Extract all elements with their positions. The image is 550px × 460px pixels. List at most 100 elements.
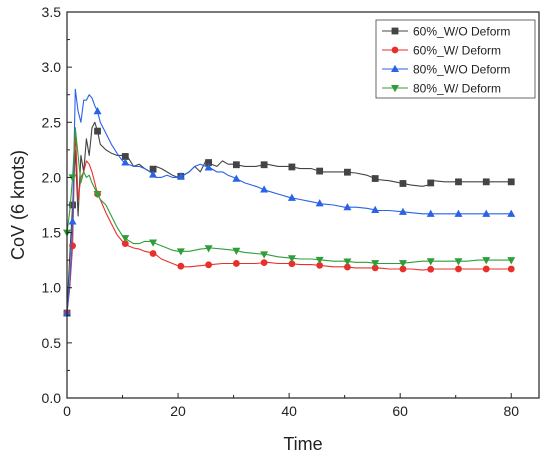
legend-label: 80%_W/O Deform xyxy=(413,63,510,77)
data-point-80pct-w-deform xyxy=(507,257,516,265)
data-point-80pct-w-o-deform xyxy=(121,158,130,166)
y-tick-label: 0.0 xyxy=(42,390,62,406)
data-point-80pct-w-o-deform xyxy=(93,107,102,115)
data-point-80pct-w-o-deform xyxy=(176,172,185,180)
legend-label: 60%_W/O Deform xyxy=(413,25,510,39)
data-point-60pct-w-o-deform xyxy=(482,178,490,186)
data-point-80pct-w-deform xyxy=(176,248,185,256)
legend-label: 80%_W/ Deform xyxy=(413,82,501,96)
legend-item-80pct-w-o-deform: 80%_W/O Deform xyxy=(382,63,510,77)
data-point-60pct-w-o-deform xyxy=(455,178,462,186)
data-point-80pct-w-deform xyxy=(398,260,407,268)
data-point-60pct-w-o-deform xyxy=(399,180,407,187)
data-point-60pct-w-deform xyxy=(455,265,462,273)
data-point-80pct-w-deform xyxy=(260,251,269,259)
data-point-80pct-w-o-deform xyxy=(482,209,491,217)
data-point-60pct-w-o-deform xyxy=(260,161,268,169)
data-point-80pct-w-deform xyxy=(204,245,213,253)
data-point-80pct-w-o-deform xyxy=(315,199,324,207)
x-tick-label: 0 xyxy=(63,403,71,419)
data-point-60pct-w-deform xyxy=(205,261,213,269)
legend-item-60pct-w-o-deform: 60%_W/O Deform xyxy=(382,25,510,39)
x-tick-label: 20 xyxy=(170,403,186,419)
data-point-60pct-w-deform xyxy=(371,264,379,272)
legend-marker xyxy=(391,46,399,54)
series-line-80pct-w-o-deform xyxy=(66,88,512,314)
y-tick-label: 2.0 xyxy=(42,169,62,185)
y-tick-label: 3.5 xyxy=(42,4,62,20)
legend: 60%_W/O Deform 60%_W/ Deform 80%_W/O Defor… xyxy=(375,19,536,99)
data-point-80pct-w-deform xyxy=(121,235,130,243)
legend-item-60pct-w-deform: 60%_W/ Deform xyxy=(382,44,501,58)
data-point-60pct-w-deform xyxy=(427,265,435,273)
data-point-60pct-w-deform xyxy=(316,261,324,269)
data-point-60pct-w-o-deform xyxy=(121,153,129,160)
data-point-60pct-w-o-deform xyxy=(288,163,296,171)
data-point-80pct-w-o-deform xyxy=(398,207,407,215)
legend-marker xyxy=(391,27,399,35)
legend-marker xyxy=(391,64,399,72)
data-point-80pct-w-o-deform xyxy=(371,205,380,213)
legend-box xyxy=(375,19,536,99)
data-point-80pct-w-o-deform xyxy=(68,217,77,225)
data-point-60pct-w-deform xyxy=(121,240,129,248)
data-point-80pct-w-o-deform xyxy=(287,193,296,201)
data-point-80pct-w-deform xyxy=(68,174,77,182)
data-point-80pct-w-deform xyxy=(93,190,102,199)
x-tick-label: 80 xyxy=(503,403,519,419)
y-tick-label: 1.0 xyxy=(42,280,62,296)
data-point-60pct-w-o-deform xyxy=(371,175,379,182)
y-axis-title: CoV (6 knots) xyxy=(8,150,28,260)
data-point-60pct-w-o-deform xyxy=(316,167,324,175)
data-point-60pct-w-deform xyxy=(288,260,296,268)
data-point-60pct-w-deform xyxy=(69,242,76,250)
data-point-80pct-w-o-deform xyxy=(260,185,269,193)
data-point-60pct-w-o-deform xyxy=(205,159,212,166)
data-point-80pct-w-deform xyxy=(343,258,352,266)
legend-label: 60%_W/ Deform xyxy=(413,44,501,58)
data-point-80pct-w-o-deform xyxy=(149,170,158,178)
x-tick-label: 40 xyxy=(281,403,297,419)
data-point-60pct-w-o-deform xyxy=(149,165,157,173)
data-point-80pct-w-o-deform xyxy=(507,209,516,217)
data-point-80pct-w-o-deform xyxy=(232,174,241,182)
data-point-80pct-w-o-deform xyxy=(454,209,463,217)
data-point-80pct-w-deform xyxy=(454,258,463,266)
series-80pct-w-o-deform xyxy=(63,88,516,317)
data-point-60pct-w-deform xyxy=(149,250,157,257)
x-axis-title: Time xyxy=(283,434,322,454)
data-point-80pct-w-deform xyxy=(232,247,241,255)
y-tick-label: 1.5 xyxy=(42,225,62,241)
data-point-60pct-w-deform xyxy=(260,259,268,267)
data-point-60pct-w-deform xyxy=(482,265,490,273)
y-tick-label: 2.5 xyxy=(42,114,62,130)
data-point-80pct-w-deform xyxy=(287,255,296,263)
series-layer xyxy=(63,88,516,317)
data-point-60pct-w-deform xyxy=(232,260,240,267)
data-point-80pct-w-deform xyxy=(149,239,158,247)
data-point-80pct-w-deform xyxy=(482,257,491,265)
data-point-80pct-w-o-deform xyxy=(343,203,352,211)
x-tick-label: 60 xyxy=(392,403,408,419)
data-point-60pct-w-deform xyxy=(507,265,515,273)
series-line-80pct-w-deform xyxy=(66,127,512,265)
data-point-60pct-w-o-deform xyxy=(427,179,435,187)
data-point-80pct-w-o-deform xyxy=(204,163,213,171)
y-tick-label: 0.5 xyxy=(42,335,62,351)
data-point-80pct-w-deform xyxy=(315,256,324,265)
legend-marker xyxy=(391,85,399,93)
data-point-80pct-w-o-deform xyxy=(426,209,435,217)
data-point-60pct-w-o-deform xyxy=(344,168,351,176)
data-point-80pct-w-deform xyxy=(426,258,435,266)
data-point-60pct-w-o-deform xyxy=(507,178,515,186)
y-tick-label: 3.0 xyxy=(42,59,62,75)
data-point-60pct-w-deform xyxy=(177,262,185,270)
data-point-60pct-w-o-deform xyxy=(94,127,101,135)
axis-ticks: 0 20 40 60 80 0.0 0.5 1.0 1.5 2.0 2.5 3.0 3.5 xyxy=(42,4,520,419)
data-point-60pct-w-deform xyxy=(399,265,407,273)
data-point-60pct-w-deform xyxy=(344,263,351,271)
data-point-80pct-w-deform xyxy=(371,260,380,268)
data-point-60pct-w-o-deform xyxy=(232,161,240,169)
legend-item-80pct-w-deform: 80%_W/ Deform xyxy=(382,82,501,96)
